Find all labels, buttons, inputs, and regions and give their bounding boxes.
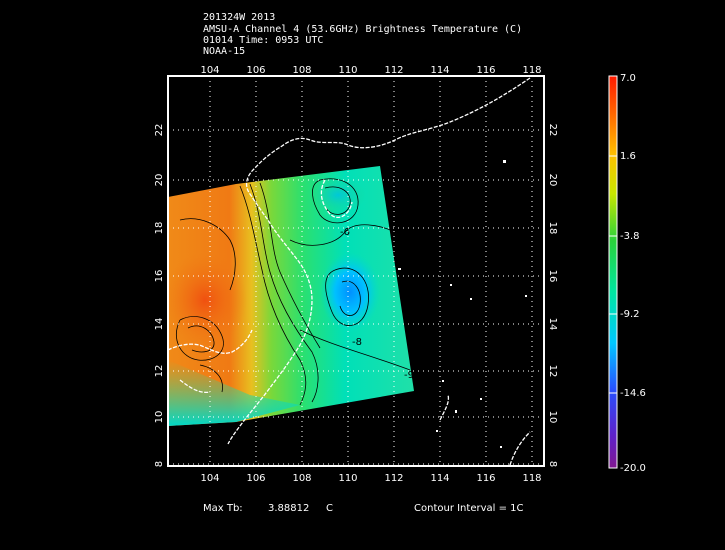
contour-labels: -8 -9 -6 bbox=[340, 227, 414, 381]
lon-tick-label: 106 bbox=[246, 65, 265, 76]
lon-tick-label: 114 bbox=[430, 473, 449, 484]
lat-tick-label: 16 bbox=[547, 270, 558, 283]
brightness-temperature-swath bbox=[168, 166, 414, 426]
lat-tick-label: 18 bbox=[547, 222, 558, 235]
colorbar-label: 7.0 bbox=[620, 73, 636, 84]
lon-tick-label: 110 bbox=[338, 473, 357, 484]
contour-label: -9 bbox=[404, 370, 414, 381]
lat-tick-label: 14 bbox=[154, 318, 165, 331]
lon-tick-label: 104 bbox=[200, 473, 219, 484]
contour-label: -8 bbox=[352, 337, 362, 348]
header-line-3: 01014 Time: 0953 UTC bbox=[203, 35, 324, 46]
lat-tick-label: 20 bbox=[154, 174, 165, 187]
lon-tick-label: 104 bbox=[200, 65, 219, 76]
lat-tick-label: 12 bbox=[547, 365, 558, 378]
colorbar-label: 1.6 bbox=[620, 151, 636, 162]
contour-label: -6 bbox=[340, 227, 350, 238]
lon-tick-label: 116 bbox=[476, 65, 495, 76]
lat-ticks-right: 8 10 12 14 16 18 20 22 bbox=[547, 124, 558, 468]
lat-lon-grid bbox=[168, 76, 544, 466]
lat-tick-label: 22 bbox=[547, 124, 558, 137]
lon-tick-label: 114 bbox=[430, 65, 449, 76]
colorbar-label: -3.8 bbox=[620, 231, 640, 242]
colorbar-ticks bbox=[609, 155, 617, 394]
colorbar bbox=[608, 75, 618, 469]
lon-tick-label: 108 bbox=[292, 473, 311, 484]
header-line-1: 201324W 2013 bbox=[203, 12, 276, 23]
lat-tick-label: 8 bbox=[154, 461, 165, 467]
header-line-4: NOAA-15 bbox=[203, 46, 246, 57]
max-tb-unit: C bbox=[326, 503, 333, 514]
contour-lines bbox=[175, 178, 411, 406]
contour-interval: Contour Interval = 1C bbox=[414, 503, 524, 514]
colorbar-label: -20.0 bbox=[620, 463, 646, 474]
lon-tick-label: 110 bbox=[338, 65, 357, 76]
colorbar-label: -9.2 bbox=[620, 309, 640, 320]
map-frame bbox=[167, 75, 545, 467]
lon-tick-label: 108 bbox=[292, 65, 311, 76]
lon-tick-label: 112 bbox=[384, 473, 403, 484]
lat-tick-label: 18 bbox=[154, 222, 165, 235]
colorbar-label: -14.6 bbox=[620, 388, 646, 399]
lon-tick-label: 118 bbox=[522, 65, 541, 76]
max-tb-label: Max Tb: bbox=[203, 503, 243, 514]
lat-tick-label: 10 bbox=[154, 411, 165, 424]
lon-ticks-bottom: 104 106 108 110 112 114 116 118 bbox=[200, 473, 541, 484]
islands bbox=[398, 160, 527, 448]
lon-ticks-top: 104 106 108 110 112 114 116 118 bbox=[200, 65, 541, 76]
lon-tick-label: 116 bbox=[476, 473, 495, 484]
max-tb-value: 3.88812 bbox=[268, 503, 310, 514]
lat-tick-label: 10 bbox=[547, 411, 558, 424]
lat-tick-label: 12 bbox=[154, 365, 165, 378]
lon-tick-label: 118 bbox=[522, 473, 541, 484]
lon-tick-label: 106 bbox=[246, 473, 265, 484]
header-line-2: AMSU-A Channel 4 (53.6GHz) Brightness Te… bbox=[203, 24, 523, 35]
lat-tick-label: 20 bbox=[547, 174, 558, 187]
lat-tick-label: 14 bbox=[547, 318, 558, 331]
lat-tick-label: 16 bbox=[154, 270, 165, 283]
lat-ticks-left: 8 10 12 14 16 18 20 22 bbox=[154, 124, 165, 468]
lat-tick-label: 22 bbox=[154, 124, 165, 137]
lon-tick-label: 112 bbox=[384, 65, 403, 76]
lat-tick-label: 8 bbox=[547, 461, 558, 467]
